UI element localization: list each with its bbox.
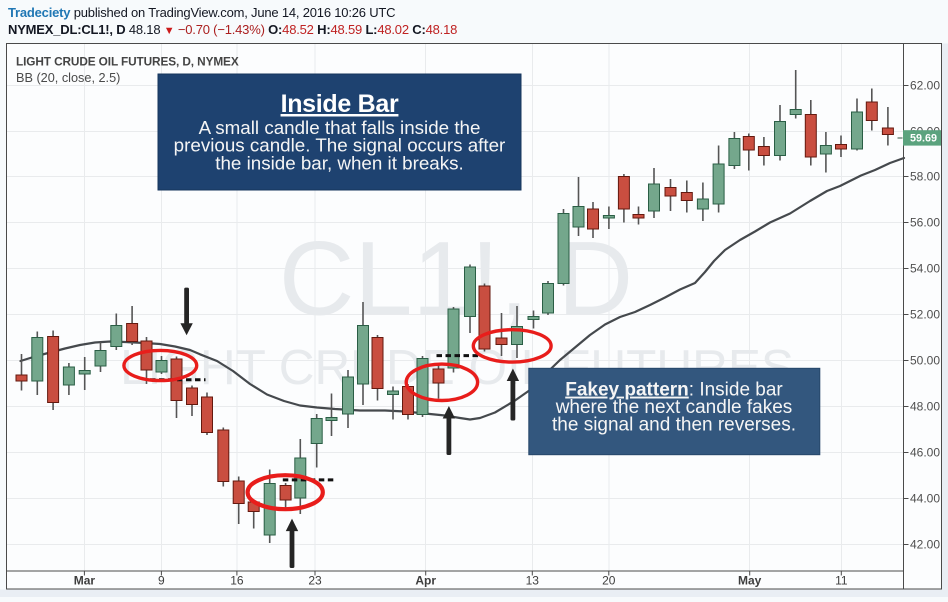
- svg-text:13: 13: [526, 574, 540, 588]
- svg-text:42.00: 42.00: [910, 538, 940, 552]
- svg-text:Inside Bar: Inside Bar: [281, 90, 399, 118]
- svg-text:50.00: 50.00: [910, 354, 940, 368]
- svg-text:62.00: 62.00: [910, 79, 940, 93]
- svg-text:9: 9: [158, 574, 165, 588]
- svg-text:56.00: 56.00: [910, 216, 940, 230]
- svg-text:May: May: [738, 574, 762, 588]
- svg-text:54.00: 54.00: [910, 262, 940, 276]
- svg-text:LIGHT CRUDE OIL FUTURES, D, NY: LIGHT CRUDE OIL FUTURES, D, NYMEX: [16, 55, 239, 69]
- svg-text:44.00: 44.00: [910, 492, 940, 506]
- svg-text:BB (20, close, 2.5): BB (20, close, 2.5): [16, 71, 120, 85]
- svg-text:Apr: Apr: [415, 574, 436, 588]
- svg-text:Mar: Mar: [74, 574, 96, 588]
- svg-text:11: 11: [835, 574, 848, 588]
- svg-text:59.69: 59.69: [910, 133, 937, 145]
- svg-text:Tradeciety published on Tradin: Tradeciety published on TradingView.com,…: [8, 5, 395, 20]
- svg-text:16: 16: [230, 574, 244, 588]
- svg-text:48.00: 48.00: [910, 400, 940, 414]
- svg-text:23: 23: [308, 574, 322, 588]
- svg-text:46.00: 46.00: [910, 446, 940, 460]
- svg-text:NYMEX_DL:CL1!, D 48.18 ▼ −0.70: NYMEX_DL:CL1!, D 48.18 ▼ −0.70 (−1.43%) …: [8, 22, 457, 37]
- svg-text:20: 20: [602, 574, 616, 588]
- svg-text:58.00: 58.00: [910, 170, 940, 184]
- svg-text:the signal and then reverses.: the signal and then reverses.: [552, 415, 796, 436]
- svg-text:the inside bar, when it breaks: the inside bar, when it breaks.: [215, 152, 463, 173]
- svg-text:52.00: 52.00: [910, 308, 940, 322]
